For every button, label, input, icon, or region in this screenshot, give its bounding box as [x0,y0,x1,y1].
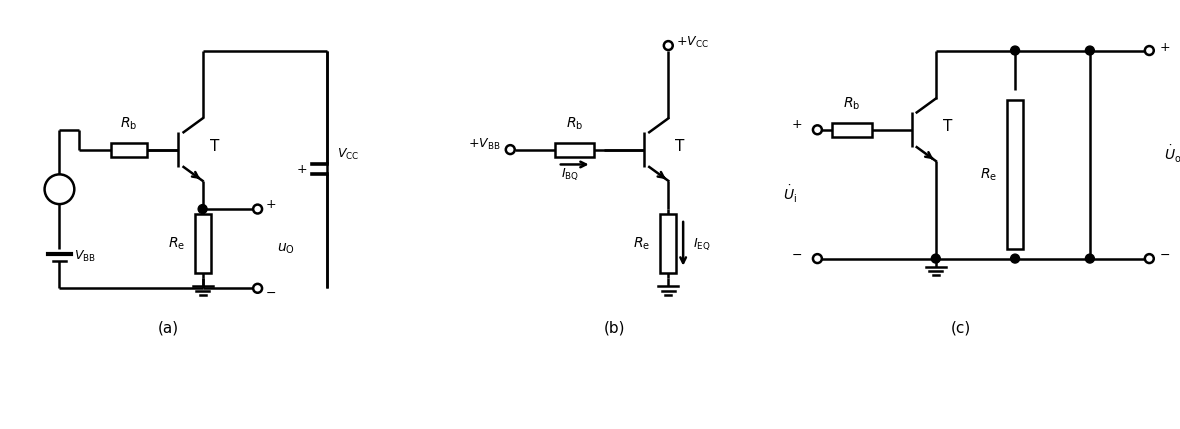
Text: −: − [792,249,802,262]
Text: $I_{\rm EQ}$: $I_{\rm EQ}$ [693,236,710,251]
Text: +: + [266,198,276,211]
Bar [555,143,595,157]
Text: $R_{\rm b}$: $R_{\rm b}$ [844,96,860,112]
Circle shape [1010,254,1020,263]
Text: −: − [266,287,276,300]
Bar [1008,100,1023,249]
Text: $R_{\rm e}$: $R_{\rm e}$ [981,166,997,183]
Text: +: + [1159,41,1169,54]
Circle shape [1145,254,1154,263]
Text: +: + [296,163,307,176]
Bar [832,123,872,137]
Circle shape [1086,254,1094,263]
Circle shape [506,145,514,154]
Circle shape [931,254,940,263]
Text: $u_{\rm O}$: $u_{\rm O}$ [277,242,295,256]
Circle shape [45,174,74,204]
Text: (b): (b) [603,320,625,335]
Circle shape [813,125,821,134]
Text: $R_{\rm e}$: $R_{\rm e}$ [168,236,185,252]
Bar [111,143,146,157]
Text: $+V_{\rm BB}$: $+V_{\rm BB}$ [468,137,500,152]
Text: $R_{\rm b}$: $R_{\rm b}$ [120,115,137,132]
Circle shape [1010,46,1020,55]
Bar [661,214,676,273]
Text: $R_{\rm e}$: $R_{\rm e}$ [634,236,650,252]
Circle shape [198,205,206,214]
Text: T: T [675,139,684,154]
Text: $V_{\rm CC}$: $V_{\rm CC}$ [336,147,359,162]
Text: $I_{\rm BQ}$: $I_{\rm BQ}$ [560,166,578,182]
Circle shape [813,254,821,263]
Text: (c): (c) [951,320,971,335]
Circle shape [1145,46,1154,55]
Text: −: − [51,193,60,205]
Circle shape [1086,46,1094,55]
Text: $\dot{U}_{\rm i}$: $\dot{U}_{\rm i}$ [784,184,798,205]
Text: (a): (a) [158,320,179,335]
Text: $R_{\rm b}$: $R_{\rm b}$ [566,115,583,132]
Text: $+V_{\rm CC}$: $+V_{\rm CC}$ [676,35,709,50]
Text: $V_{\rm BB}$: $V_{\rm BB}$ [74,249,97,264]
Text: −: − [1159,249,1169,262]
Text: $\dot{U}_{\rm o}$: $\dot{U}_{\rm o}$ [1165,144,1180,165]
Circle shape [664,41,673,50]
Circle shape [254,205,262,214]
Bar [195,214,210,273]
Text: +: + [51,173,61,186]
Text: +: + [792,118,802,131]
Text: $u_{\rm I}$: $u_{\rm I}$ [63,183,74,196]
Text: T: T [210,139,219,154]
Text: T: T [943,119,952,134]
Circle shape [254,284,262,293]
